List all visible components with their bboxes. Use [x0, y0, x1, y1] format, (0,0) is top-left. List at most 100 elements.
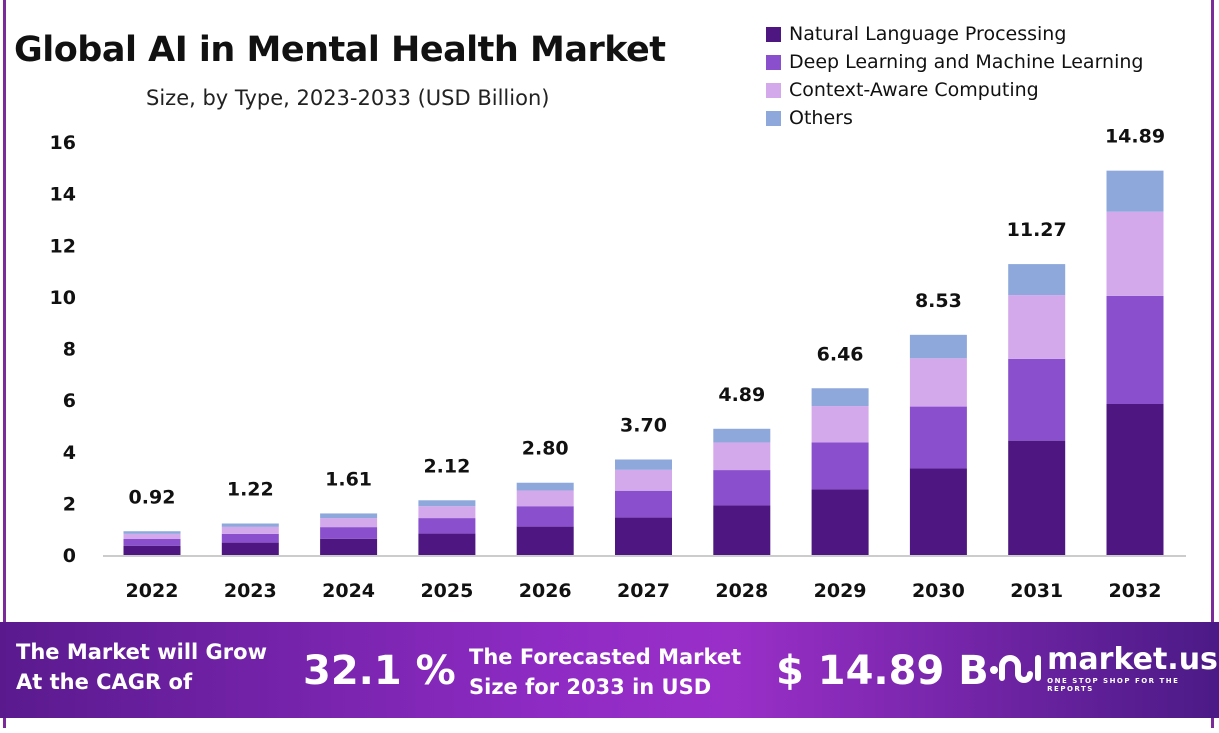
bar-segment	[615, 517, 672, 555]
bar-segment	[221, 542, 279, 555]
data-label: 4.89	[718, 384, 765, 406]
y-tick-label: 14	[50, 184, 76, 206]
bar-segment	[615, 459, 672, 470]
cagr-label: The Market will Grow At the CAGR of	[16, 637, 267, 697]
bar-segment	[1106, 403, 1164, 555]
bar-segment	[320, 513, 378, 519]
bar-segment	[811, 489, 869, 555]
legend-swatch	[766, 54, 781, 70]
legend-item-others: Others	[766, 104, 1143, 132]
chart-title: Global AI in Mental Health Market	[14, 30, 666, 70]
bar-chart: 0 2 4 6 8 10 12 14 16 0.92 2022 1.22 2023 1.61 2024 2.1…	[50, 126, 1186, 602]
bar-segment	[615, 469, 672, 491]
bar-segment	[1106, 211, 1164, 296]
x-tick-label: 2026	[519, 580, 572, 602]
cagr-label-line1: The Market will Grow	[16, 640, 267, 664]
forecast-label-line1: The Forecasted Market	[469, 645, 742, 669]
data-label: 14.89	[1105, 126, 1165, 148]
bar-segment	[615, 490, 672, 518]
bar-segment	[713, 428, 771, 443]
data-label: 8.53	[915, 290, 962, 312]
legend-label: Others	[789, 107, 853, 129]
bar-segment	[1008, 358, 1066, 441]
forecast-value: $ 14.89 B	[776, 648, 989, 694]
legend-item-dl: Deep Learning and Machine Learning	[766, 48, 1143, 76]
summary-banner: The Market will Grow At the CAGR of 32.1…	[0, 622, 1219, 718]
bar-segment	[418, 518, 476, 534]
legend-label: Natural Language Processing	[789, 23, 1067, 45]
logo-name: market.us	[1047, 642, 1218, 677]
legend-swatch	[766, 110, 781, 126]
bar-segment	[123, 531, 181, 534]
legend-item-nlp: Natural Language Processing	[766, 20, 1143, 48]
forecast-label: The Forecasted Market Size for 2033 in U…	[469, 642, 741, 702]
bar-segment	[123, 533, 181, 539]
x-tick-label: 2027	[617, 580, 670, 602]
x-tick-label: 2022	[126, 580, 179, 602]
chart-frame	[3, 0, 1214, 728]
y-tick-label: 8	[63, 339, 76, 361]
forecast-label-line2: Size for 2033 in USD	[469, 675, 712, 699]
logo-tagline: ONE STOP SHOP FOR THE REPORTS	[1047, 677, 1180, 693]
bar-segment	[909, 334, 967, 359]
bar-segment	[713, 442, 771, 471]
x-tick-label: 2025	[420, 580, 473, 602]
chart-subtitle: Size, by Type, 2023-2033 (USD Billion)	[146, 86, 550, 110]
x-tick-label: 2031	[1010, 580, 1063, 602]
bar-segment	[418, 533, 476, 555]
bar-segment	[123, 538, 181, 546]
bar-segment	[811, 406, 869, 443]
x-tick-label: 2023	[224, 580, 277, 602]
bar-segment	[516, 526, 574, 555]
cagr-label-line2: At the CAGR of	[16, 670, 193, 694]
market-us-logo: market.us ONE STOP SHOP FOR THE REPORTS	[988, 642, 1219, 693]
data-label: 11.27	[1007, 219, 1067, 241]
legend-label: Context-Aware Computing	[789, 79, 1039, 101]
x-tick-label: 2032	[1109, 580, 1162, 602]
market-us-logo-icon	[990, 654, 1041, 683]
bar-segment	[1008, 440, 1066, 555]
legend-label: Deep Learning and Machine Learning	[789, 51, 1144, 73]
data-label: 3.70	[620, 414, 667, 436]
data-label: 2.12	[423, 455, 470, 477]
bar-segment	[320, 527, 378, 539]
bar-segment	[909, 406, 967, 469]
x-tick-label: 2028	[715, 580, 768, 602]
bar-segment	[1008, 295, 1066, 359]
legend-swatch	[766, 82, 781, 98]
bar-segment	[811, 442, 869, 490]
y-tick-label: 16	[50, 132, 76, 154]
data-label: 6.46	[817, 343, 864, 365]
y-tick-label: 10	[50, 287, 76, 309]
x-tick-label: 2030	[912, 580, 965, 602]
y-tick-label: 12	[50, 235, 76, 257]
x-tick-label: 2029	[814, 580, 867, 602]
y-tick-label: 6	[63, 390, 76, 412]
bar-segment	[221, 533, 279, 543]
cagr-value: 32.1 %	[303, 648, 456, 694]
bar-segment	[418, 500, 476, 507]
bar-segment	[713, 470, 771, 506]
legend-swatch	[766, 26, 781, 42]
data-label: 0.92	[129, 486, 176, 508]
bar-segment	[909, 468, 967, 555]
data-label: 1.22	[227, 479, 274, 501]
data-label: 2.80	[522, 438, 569, 460]
legend: Natural Language Processing Deep Learnin…	[766, 20, 1143, 132]
x-tick-label: 2024	[322, 580, 375, 602]
bar-segment	[1106, 170, 1164, 212]
bar-segment	[1106, 295, 1164, 404]
bar-segment	[713, 505, 771, 555]
bar-segment	[221, 523, 279, 527]
bar-segment	[221, 526, 279, 534]
bar-segment	[516, 490, 574, 507]
bar-segment	[811, 388, 869, 407]
y-tick-label: 4	[63, 442, 76, 464]
bar-segment	[516, 506, 574, 527]
bar-segment	[516, 482, 574, 491]
bar-segment	[909, 358, 967, 407]
bar-segment	[320, 518, 378, 528]
bar-segment	[1008, 264, 1066, 296]
bar-segment	[418, 506, 476, 519]
y-tick-label: 0	[63, 545, 76, 567]
